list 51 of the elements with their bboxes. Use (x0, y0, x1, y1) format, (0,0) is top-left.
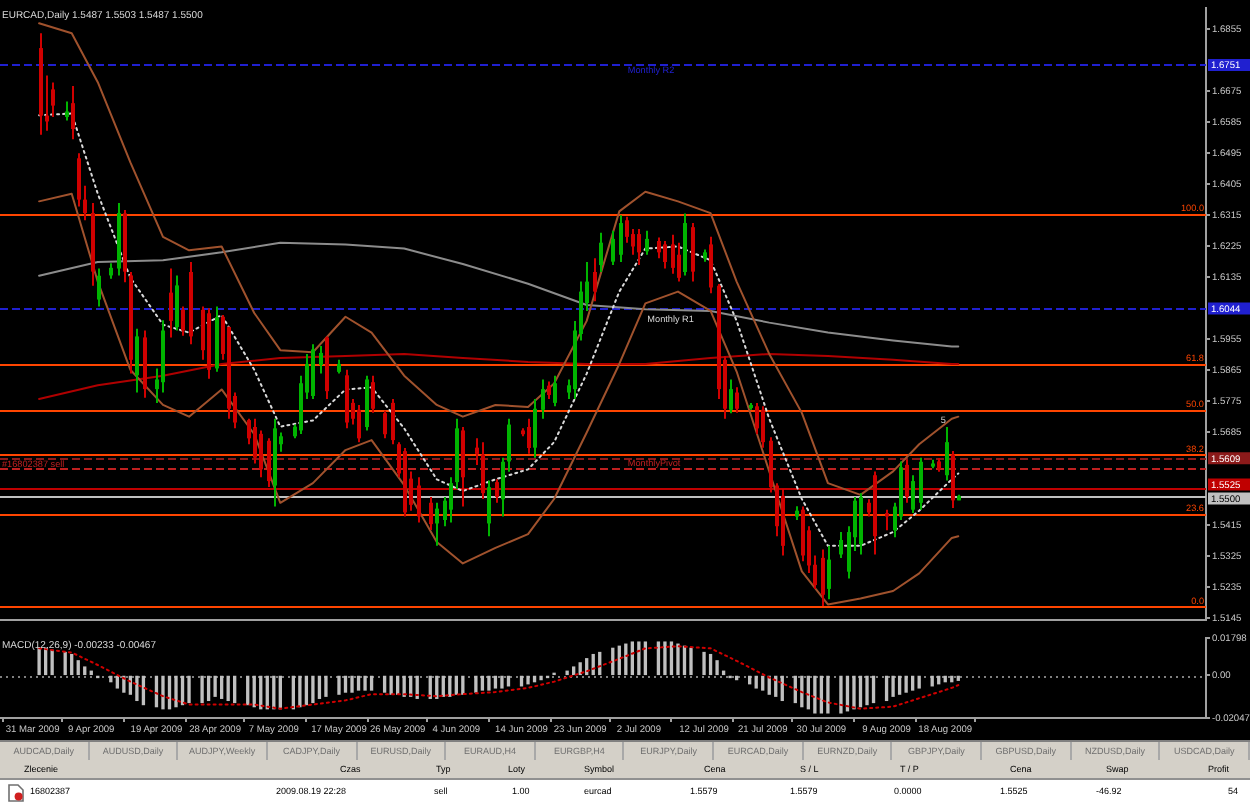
candlestick (357, 403, 361, 444)
candlestick (383, 409, 387, 440)
candlestick (461, 425, 465, 508)
candlestick (761, 405, 765, 449)
candlestick (859, 492, 863, 556)
candlestick (637, 227, 641, 267)
candlestick (839, 531, 843, 559)
candlestick (691, 222, 695, 283)
candlestick (435, 501, 439, 547)
candlestick (735, 386, 739, 414)
candlestick (481, 441, 485, 500)
candlestick (371, 374, 375, 414)
candlestick (97, 267, 101, 308)
candlestick (527, 417, 531, 455)
candlestick (495, 478, 499, 504)
candlestick (709, 235, 713, 295)
candlestick (885, 508, 889, 532)
candlestick (663, 239, 667, 270)
candlestick (619, 214, 623, 263)
candlestick (827, 544, 831, 601)
candlestick (345, 368, 349, 430)
candlestick (905, 458, 909, 504)
candlestick (365, 374, 369, 432)
candlestick (919, 456, 923, 511)
candlestick (611, 229, 615, 267)
candlestick (645, 229, 649, 256)
candlestick (267, 437, 271, 488)
candlestick (487, 479, 491, 538)
candlestick (911, 474, 915, 515)
candlestick (945, 425, 949, 482)
candlestick (553, 374, 557, 408)
candlestick (417, 476, 421, 524)
candlestick (593, 257, 597, 303)
candlestick (319, 345, 323, 375)
candlestick (677, 241, 681, 283)
candlestick (135, 327, 139, 394)
candlestick (311, 343, 315, 401)
candlestick (169, 267, 173, 339)
candlestick (951, 450, 955, 509)
candlestick (671, 233, 675, 275)
candlestick (65, 100, 69, 122)
candlestick (391, 398, 395, 446)
candlestick (181, 305, 185, 337)
candlestick (429, 495, 433, 531)
candlestick (821, 548, 825, 608)
candlestick (533, 398, 537, 459)
candlestick (599, 231, 603, 273)
candlestick (729, 378, 733, 415)
candlestick (71, 84, 75, 141)
candlestick (175, 274, 179, 332)
candlestick (541, 378, 545, 420)
